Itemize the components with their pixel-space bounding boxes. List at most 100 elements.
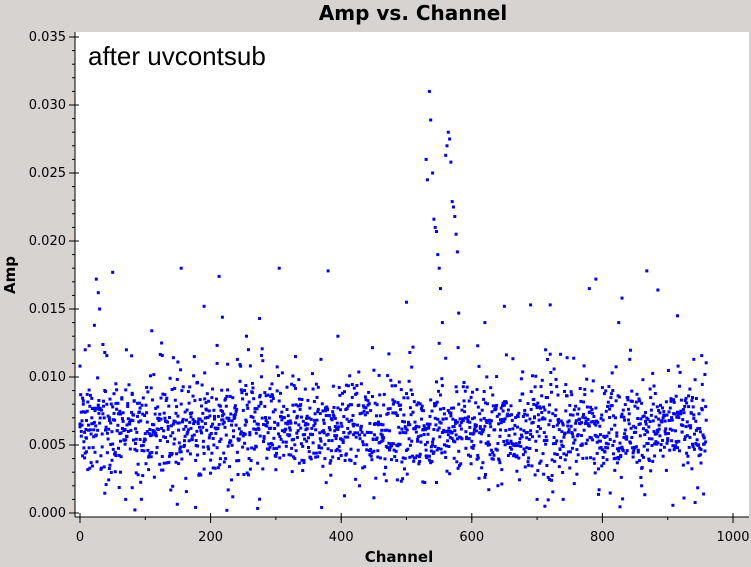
data-point [418,455,422,459]
data-point [425,440,429,444]
data-point [416,439,420,443]
data-point [427,425,431,429]
data-point [93,450,97,454]
data-point [454,385,458,389]
data-point [405,472,409,476]
data-point [203,416,207,420]
data-point [639,417,643,421]
data-point [134,437,138,441]
data-point [423,426,427,430]
data-point [174,460,178,464]
data-point [133,447,137,451]
data-point [482,416,486,420]
data-point [657,427,661,431]
data-point [597,492,600,496]
data-point [125,423,129,427]
data-point [107,419,111,422]
data-point [161,392,165,396]
data-point [183,439,186,443]
data-point [350,395,354,399]
data-point [664,400,668,404]
data-point [233,415,237,419]
data-point [425,422,429,426]
data-point [629,348,632,352]
data-point [594,406,598,410]
data-point [548,419,552,423]
data-point [443,450,447,454]
data-point [147,468,151,472]
data-point [538,406,542,410]
data-point [531,421,535,424]
data-point [292,455,295,459]
data-point [544,435,548,439]
data-point [378,393,382,397]
data-point [548,303,552,307]
data-point [559,352,563,356]
data-point [511,427,515,431]
data-point [689,426,693,430]
data-point [508,414,512,417]
data-point [659,448,662,452]
data-point [346,426,350,430]
data-point [519,377,523,381]
data-point [436,428,440,432]
data-point [80,423,84,427]
data-point [547,410,551,414]
data-point [107,467,111,470]
data-point [241,434,245,438]
data-point [688,387,692,391]
data-point [676,413,680,416]
data-point [468,420,472,424]
data-point [271,394,275,398]
data-point [329,459,333,463]
data-point [661,438,664,442]
data-point [145,430,149,434]
y-tick-label: 0.015 [29,302,66,317]
data-point [414,426,418,430]
data-point [147,432,151,436]
data-point [145,385,149,389]
data-point [601,418,605,422]
data-point [241,408,245,412]
data-point [435,400,439,404]
data-point [501,409,505,413]
data-point [534,439,538,443]
data-point [691,445,695,449]
data-point [408,455,412,459]
data-point [253,410,257,414]
data-point [132,438,135,442]
data-point [599,416,603,420]
data-point [280,418,284,422]
data-point [665,441,669,445]
data-point [145,420,149,424]
data-point [632,449,636,453]
data-point [130,391,134,395]
data-point [358,412,362,416]
data-point [502,419,506,423]
data-point [395,458,399,462]
data-point [382,436,386,440]
data-point [332,405,336,409]
data-point [397,425,401,429]
data-point [87,446,91,450]
data-point [260,354,263,357]
data-point [417,462,421,466]
data-point [631,451,635,455]
data-point [623,418,627,422]
data-point [312,400,316,403]
data-point [96,404,100,408]
data-point [585,438,589,442]
data-point [474,429,478,433]
data-point [490,410,494,414]
data-point [495,375,499,379]
data-point [548,403,551,407]
data-point [87,388,91,392]
data-point [458,417,462,421]
data-point [557,428,561,432]
data-point [246,406,250,410]
data-point [92,420,96,424]
data-point [107,427,111,431]
data-point [318,451,322,455]
data-point [435,380,438,384]
